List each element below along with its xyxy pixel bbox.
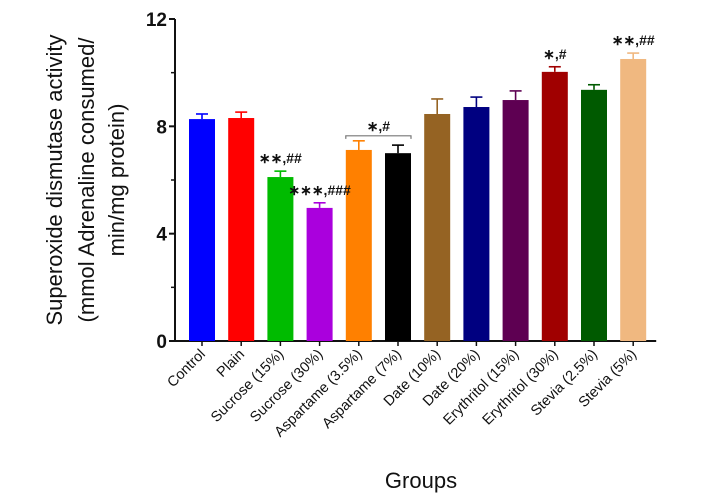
bracket-significance-label: ∗,# — [367, 118, 391, 134]
bar — [463, 107, 490, 341]
significance-bracket — [345, 135, 412, 139]
bar — [267, 177, 294, 341]
bar — [541, 71, 568, 341]
bar — [424, 113, 451, 342]
bar — [345, 149, 372, 341]
significance-label: ∗∗,## — [612, 32, 655, 48]
bar — [189, 119, 215, 341]
x-tick-label: Plain — [214, 347, 248, 381]
significance-label: ∗∗,## — [259, 150, 302, 166]
x-axis-title: Groups — [385, 468, 457, 493]
significance-label: ∗∗∗,### — [288, 182, 351, 198]
bar — [385, 153, 411, 341]
bar — [228, 118, 255, 341]
axes: 0 4 8 12 — [146, 10, 657, 353]
bar — [502, 100, 529, 341]
annotations: ∗∗,## ∗∗∗,### ∗,# ∗∗,## ∗,# — [259, 32, 655, 198]
bar — [581, 89, 607, 341]
y-axis-title-line: Superoxide dismutase activity — [42, 34, 67, 325]
y-axis-title-line: (mmol Adrenaline consumed/ — [74, 37, 99, 323]
bar — [306, 207, 333, 341]
bar — [620, 58, 647, 342]
bars — [189, 52, 647, 342]
x-tick-label: Control — [164, 347, 208, 391]
y-axis-title: Superoxide dismutase activity (mmol Adren… — [42, 34, 129, 325]
y-axis-title-line: min/mg protein) — [104, 104, 129, 257]
y-tick-label: 4 — [156, 225, 167, 246]
y-tick-label: 8 — [156, 117, 167, 138]
y-tick-label: 12 — [146, 10, 167, 31]
significance-label: ∗,# — [543, 46, 567, 62]
y-tick-label: 0 — [156, 332, 167, 353]
